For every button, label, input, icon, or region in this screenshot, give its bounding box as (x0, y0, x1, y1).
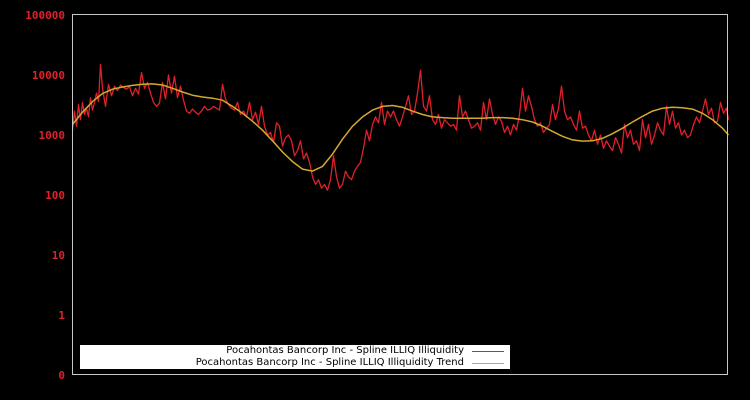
legend-label-illiquidity-trend: Pocahontas Bancorp Inc - Spline ILLIQ Il… (195, 357, 464, 368)
legend-item-illiquidity-trend: Pocahontas Bancorp Inc - Spline ILLIQ Il… (196, 357, 510, 369)
plot-frame (72, 14, 728, 375)
legend-item-illiquidity: Pocahontas Bancorp Inc - Spline ILLIQ Il… (226, 345, 510, 357)
y-tick-label: 1000 (39, 129, 66, 142)
y-tick-label: 10 (52, 249, 65, 262)
legend-swatch-gold-line-icon (472, 362, 504, 364)
y-tick-label: 1 (58, 309, 65, 322)
y-tick-label: 100 (45, 189, 65, 202)
legend-label-illiquidity: Pocahontas Bancorp Inc - Spline ILLIQ Il… (226, 345, 464, 356)
y-tick-label: 10000 (32, 69, 65, 82)
series-line-illiquidity-trend (71, 83, 730, 172)
legend-swatch-red-line-icon (472, 350, 504, 352)
series-line-illiquidity (71, 63, 730, 191)
legend: Pocahontas Bancorp Inc - Spline ILLIQ Il… (80, 345, 510, 369)
y-tick-label: 0 (58, 369, 65, 382)
plot-area (71, 63, 730, 191)
y-tick-label: 100000 (25, 9, 65, 22)
